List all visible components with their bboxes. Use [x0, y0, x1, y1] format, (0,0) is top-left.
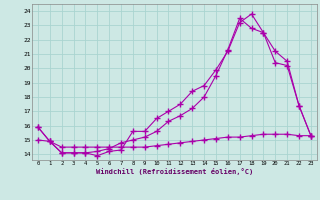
X-axis label: Windchill (Refroidissement éolien,°C): Windchill (Refroidissement éolien,°C) [96, 168, 253, 175]
